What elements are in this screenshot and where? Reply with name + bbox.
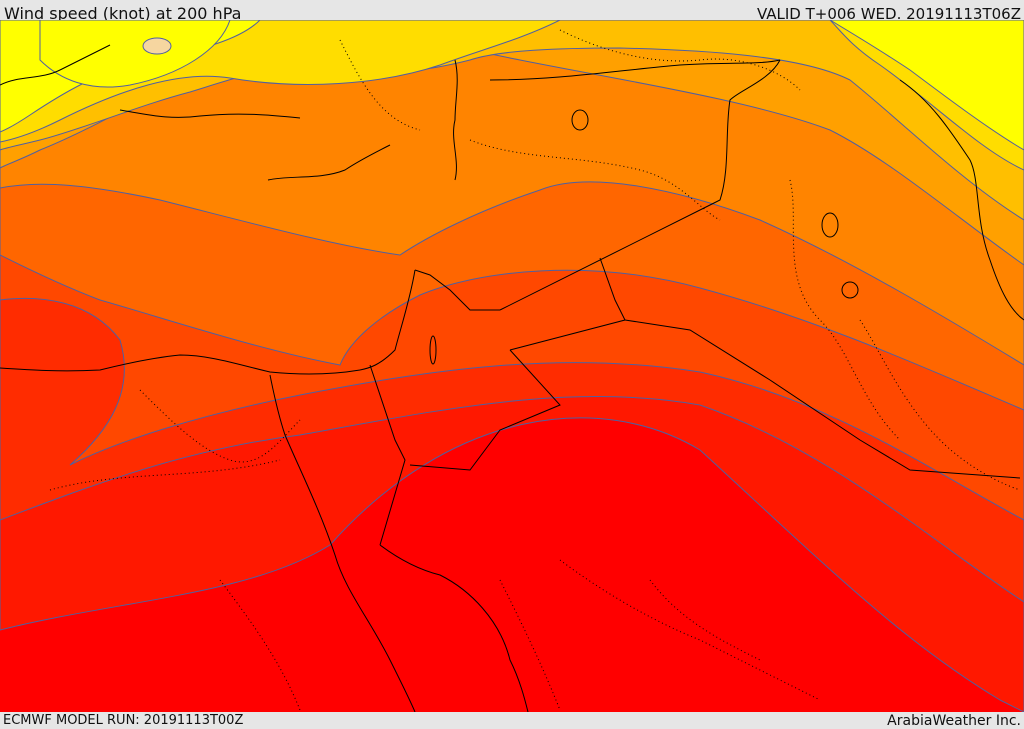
map-canvas — [0, 20, 1024, 712]
band-1 — [829, 20, 1024, 151]
footer-bar: ECMWF MODEL RUN: 20191113T00Z ArabiaWeat… — [0, 712, 1024, 729]
title-bar: Wind speed (knot) at 200 hPa VALID T+006… — [0, 0, 1024, 23]
map-title: Wind speed (knot) at 200 hPa — [4, 4, 242, 23]
model-run-label: ECMWF MODEL RUN: 20191113T00Z — [3, 713, 244, 728]
wind-speed-map — [0, 20, 1024, 712]
band-1-west-2 — [39, 20, 231, 88]
province-borders — [49, 29, 1021, 711]
credit-label: ArabiaWeather Inc. — [887, 713, 1021, 729]
country-borders — [0, 44, 1024, 712]
low-wind-spot — [142, 37, 172, 55]
water-bodies — [429, 109, 859, 365]
valid-time-label: VALID T+006 WED. 20191113T06Z — [756, 5, 1021, 23]
